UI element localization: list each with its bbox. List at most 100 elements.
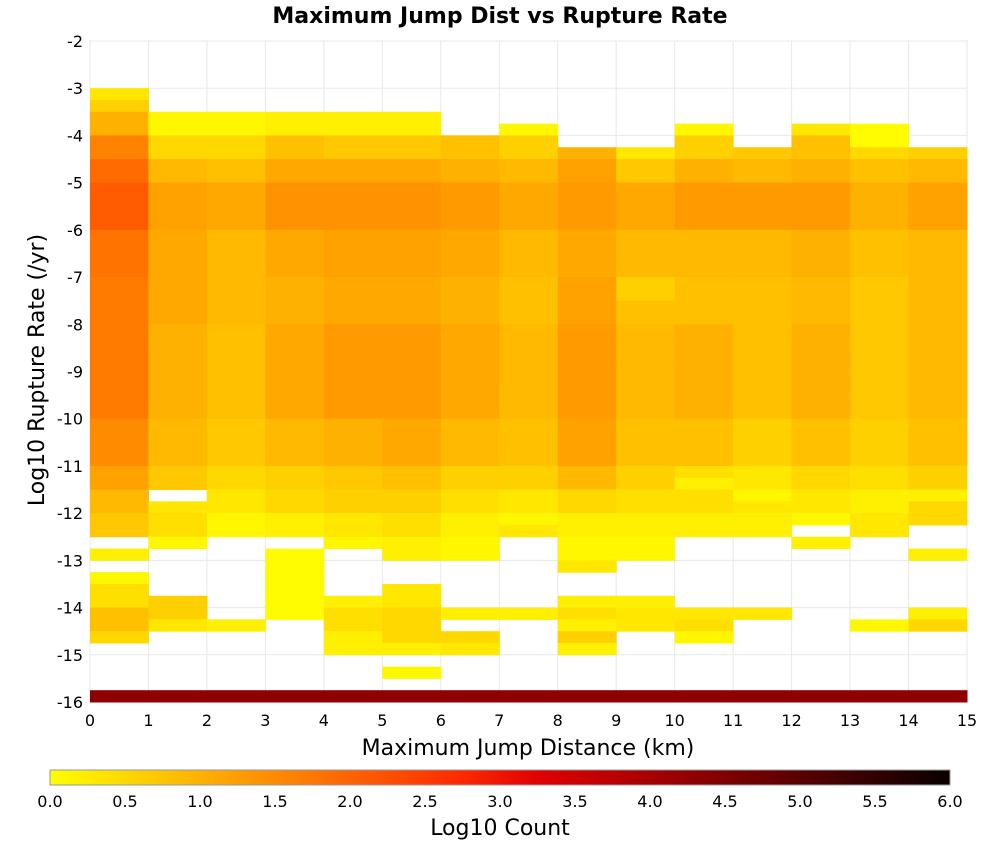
heatmap-cell (850, 135, 910, 148)
heatmap-cell (90, 277, 149, 290)
heatmap-cell (499, 395, 559, 408)
heatmap-cell (791, 265, 851, 278)
heatmap-cell (908, 159, 968, 172)
heatmap-cell (148, 465, 208, 479)
heatmap-cell (791, 147, 851, 160)
heatmap-cell (382, 489, 442, 502)
heatmap-cells (90, 88, 968, 703)
heatmap-cell (148, 442, 208, 455)
heatmap-cell (733, 477, 793, 491)
heatmap-cell (148, 229, 208, 243)
heatmap-cell (148, 418, 208, 432)
heatmap-cell (557, 159, 617, 172)
heatmap-cell (616, 229, 676, 243)
heatmap-cell (206, 111, 266, 125)
x-tick-label: 6 (436, 711, 446, 730)
heatmap-cell (499, 465, 559, 479)
heatmap-cell (850, 524, 910, 538)
heatmap-cell (440, 501, 500, 514)
heatmap-cell (206, 123, 266, 136)
heatmap-cell (206, 253, 266, 266)
heatmap-cell (265, 253, 325, 266)
heatmap-cell (382, 430, 442, 443)
heatmap-cell (265, 430, 325, 443)
heatmap-cell (908, 288, 968, 302)
heatmap-cell (323, 324, 383, 337)
y-tick-label: -10 (57, 410, 83, 429)
heatmap-cell (323, 312, 383, 325)
heatmap-cell (499, 477, 559, 491)
heatmap-cell (557, 253, 617, 266)
heatmap-cell (557, 395, 617, 408)
heatmap-cell (90, 465, 149, 479)
heatmap-cell (90, 194, 149, 207)
heatmap-cell (323, 336, 383, 349)
heatmap-cell (791, 383, 851, 396)
heatmap-cell (90, 359, 149, 372)
heatmap-cell (206, 312, 266, 325)
heatmap-cell (674, 359, 734, 372)
heatmap-cell (323, 442, 383, 455)
heatmap-cell (90, 583, 149, 597)
heatmap-cell (791, 253, 851, 266)
heatmap-cell (382, 123, 442, 136)
heatmap-cell (733, 206, 793, 219)
heatmap-cell (557, 595, 617, 609)
heatmap-cell (323, 690, 383, 703)
heatmap-cell (850, 430, 910, 443)
heatmap-cell (616, 300, 676, 313)
heatmap-cell (499, 690, 559, 703)
heatmap-cell (499, 371, 559, 384)
heatmap-cell (850, 265, 910, 278)
heatmap-cell (791, 430, 851, 443)
heatmap-cell (850, 442, 910, 455)
heatmap-cell (616, 501, 676, 514)
heatmap-cell (382, 229, 442, 243)
heatmap-cell (616, 489, 676, 502)
heatmap-cell (90, 489, 149, 502)
heatmap-cell (206, 182, 266, 195)
heatmap-cell (440, 607, 500, 620)
heatmap-cell (382, 194, 442, 207)
heatmap-cell (674, 312, 734, 325)
heatmap-cell (850, 454, 910, 467)
heatmap-cell (616, 395, 676, 408)
heatmap-cell (440, 277, 500, 290)
heatmap-cell (674, 454, 734, 467)
y-tick-label: -2 (67, 32, 83, 51)
x-tick-label: 15 (957, 711, 977, 730)
heatmap-cell (616, 182, 676, 195)
heatmap-cell (557, 524, 617, 538)
y-tick-labels: -2 -3 -4 -5 -6 -7 -8 -9 -10 -11 -12 -13 -14 -15 -16 (57, 32, 83, 712)
heatmap-cell (850, 218, 910, 231)
heatmap-cell (206, 418, 266, 432)
heatmap-cell (206, 170, 266, 184)
heatmap-cell (90, 300, 149, 313)
heatmap-cell (557, 347, 617, 361)
heatmap-cell (908, 300, 968, 313)
heatmap-cell (557, 501, 617, 514)
heatmap-cell (850, 159, 910, 172)
heatmap-cell (382, 359, 442, 372)
heatmap-cell (674, 194, 734, 207)
heatmap-cell (440, 442, 500, 455)
heatmap-cell (265, 182, 325, 195)
heatmap-cell (148, 477, 208, 491)
heatmap-cell (674, 182, 734, 195)
heatmap-cell (265, 548, 325, 561)
heatmap-cell (616, 170, 676, 184)
heatmap-cell (440, 229, 500, 243)
heatmap-cell (499, 123, 559, 136)
heatmap-cell (323, 147, 383, 160)
heatmap-cell (791, 442, 851, 455)
heatmap-cell (90, 524, 149, 538)
heatmap-cell (674, 383, 734, 396)
y-tick-label: -12 (57, 504, 83, 523)
heatmap-cell (499, 430, 559, 443)
heatmap-cell (733, 524, 793, 538)
heatmap-cell (148, 501, 208, 514)
heatmap-cell (791, 182, 851, 195)
heatmap-cell (908, 324, 968, 337)
heatmap-cell (557, 206, 617, 219)
heatmap-cell (148, 513, 208, 526)
